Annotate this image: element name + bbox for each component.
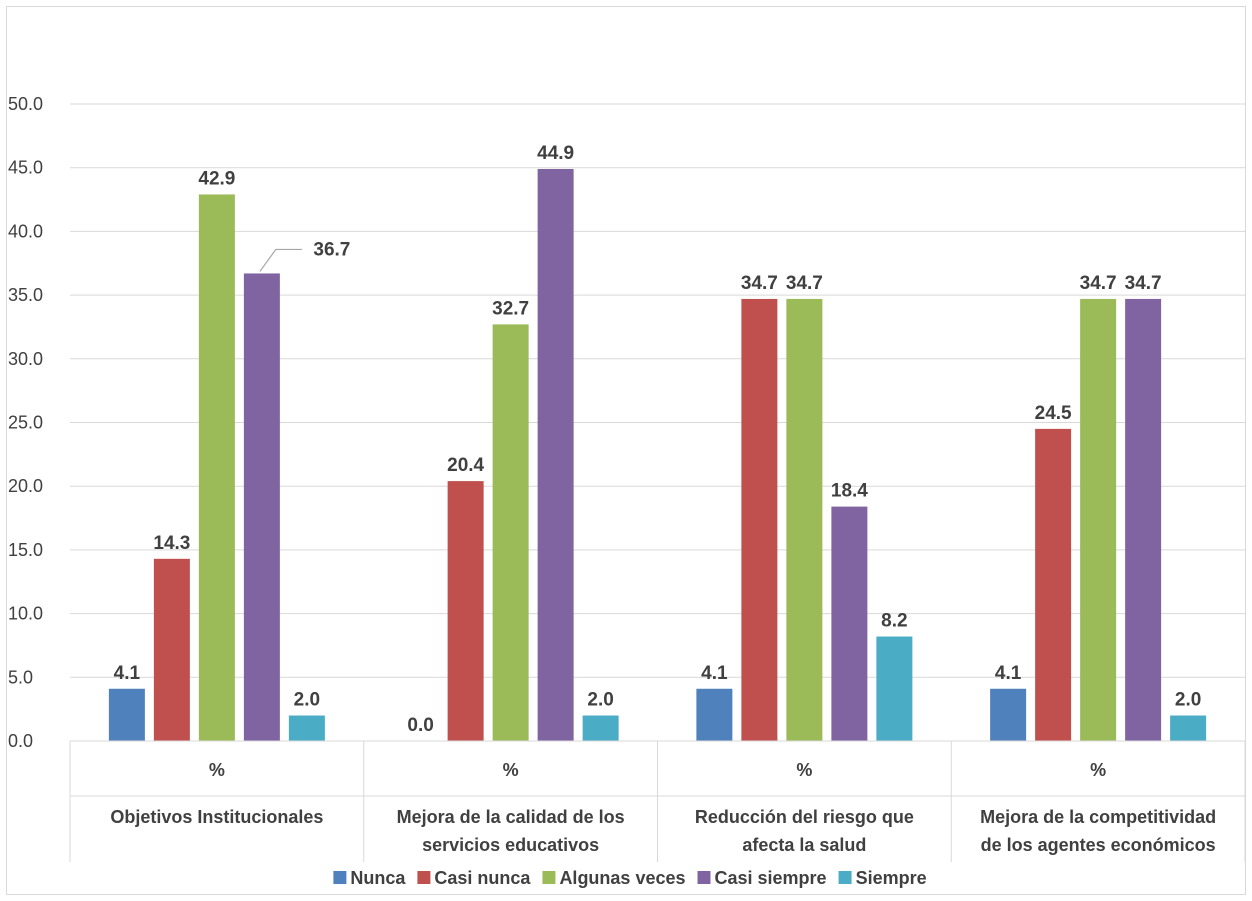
legend-swatch <box>333 871 347 884</box>
bar-casi-siempre <box>831 506 868 741</box>
bar-nunca <box>108 688 145 741</box>
leader-line <box>259 248 302 272</box>
data-label: 18.4 <box>831 481 868 502</box>
legend-item: Siempre <box>838 868 927 888</box>
legend-swatch <box>697 871 711 884</box>
bar-siempre <box>582 715 619 741</box>
bar-siempre <box>876 636 913 741</box>
bar-casi-siempre <box>243 273 280 741</box>
category-label: de los agentes económicos <box>981 835 1216 855</box>
legend-label: Algunas veces <box>559 868 685 888</box>
data-label: 34.7 <box>1080 273 1117 294</box>
legend-label: Casi nunca <box>434 868 531 888</box>
legend-label: Nunca <box>350 868 406 888</box>
legend-item: Algunas veces <box>542 868 686 888</box>
y-tick-label: 0.0 <box>8 731 33 751</box>
legend-label: Siempre <box>856 868 927 888</box>
data-label: 34.7 <box>786 273 823 294</box>
bar-algunas-veces <box>1080 298 1117 741</box>
data-label: 4.1 <box>114 663 141 684</box>
bar-casi-nunca <box>741 298 778 741</box>
data-label: 2.0 <box>294 690 320 711</box>
bar-casi-siempre <box>537 168 574 741</box>
data-label: 0.0 <box>407 715 433 736</box>
y-tick-label: 50.0 <box>8 94 43 114</box>
bar-casi-nunca <box>1035 428 1072 741</box>
y-tick-label: 45.0 <box>8 158 43 178</box>
bar-casi-nunca <box>447 481 484 741</box>
y-tick-label: 10.0 <box>8 604 43 624</box>
y-tick-label: 25.0 <box>8 413 43 433</box>
bar-algunas-veces <box>198 194 235 742</box>
legend-swatch <box>838 871 852 884</box>
bar-nunca <box>696 688 733 741</box>
data-label: 14.3 <box>153 533 190 554</box>
y-tick-label: 15.0 <box>8 540 43 560</box>
category-sub-label: % <box>796 760 812 780</box>
bar-algunas-veces <box>786 298 823 741</box>
legend-item: Casi nunca <box>417 868 531 888</box>
bar-casi-nunca <box>153 558 190 741</box>
y-tick-label: 5.0 <box>8 667 33 687</box>
bar-siempre <box>1170 715 1207 741</box>
data-label: 36.7 <box>313 239 350 260</box>
y-tick-label: 40.0 <box>8 221 43 241</box>
data-label: 8.2 <box>881 611 907 632</box>
bar-algunas-veces <box>492 324 529 741</box>
data-label: 34.7 <box>741 273 778 294</box>
bar-casi-siempre <box>1125 298 1162 741</box>
category-sub-label: % <box>503 760 519 780</box>
data-label: 2.0 <box>1175 690 1201 711</box>
legend: Nunca Casi nunca Algunas veces Casi siempre… <box>333 868 927 888</box>
category-label: Mejora de la competitividad <box>980 807 1216 827</box>
data-label: 32.7 <box>492 298 529 319</box>
category-label: Reducción del riesgo que <box>695 807 914 827</box>
category-sub-label: % <box>209 760 225 780</box>
y-tick-label: 35.0 <box>8 285 43 305</box>
category-label: servicios educativos <box>422 835 599 855</box>
bar-nunca <box>990 688 1027 741</box>
legend-swatch <box>417 871 431 884</box>
data-label: 24.5 <box>1035 403 1072 424</box>
legend-item: Nunca <box>333 868 406 888</box>
legend-label: Casi siempre <box>715 868 827 888</box>
data-label: 34.7 <box>1125 273 1162 294</box>
data-label: 42.9 <box>198 168 235 189</box>
category-label: Objetivos Institucionales <box>110 807 323 827</box>
data-label: 4.1 <box>701 663 728 684</box>
bar-siempre <box>288 715 325 741</box>
y-tick-label: 20.0 <box>8 476 43 496</box>
legend-swatch <box>542 871 556 884</box>
category-label: afecta la salud <box>742 835 866 855</box>
data-label: 44.9 <box>537 143 574 164</box>
data-label: 20.4 <box>447 455 484 476</box>
category-label: Mejora de la calidad de los <box>397 807 625 827</box>
y-tick-label: 30.0 <box>8 349 43 369</box>
category-sub-label: % <box>1090 760 1106 780</box>
data-label: 2.0 <box>587 690 613 711</box>
data-label: 4.1 <box>995 663 1022 684</box>
chart-frame <box>6 6 1246 895</box>
legend-item: Casi siempre <box>697 868 827 888</box>
